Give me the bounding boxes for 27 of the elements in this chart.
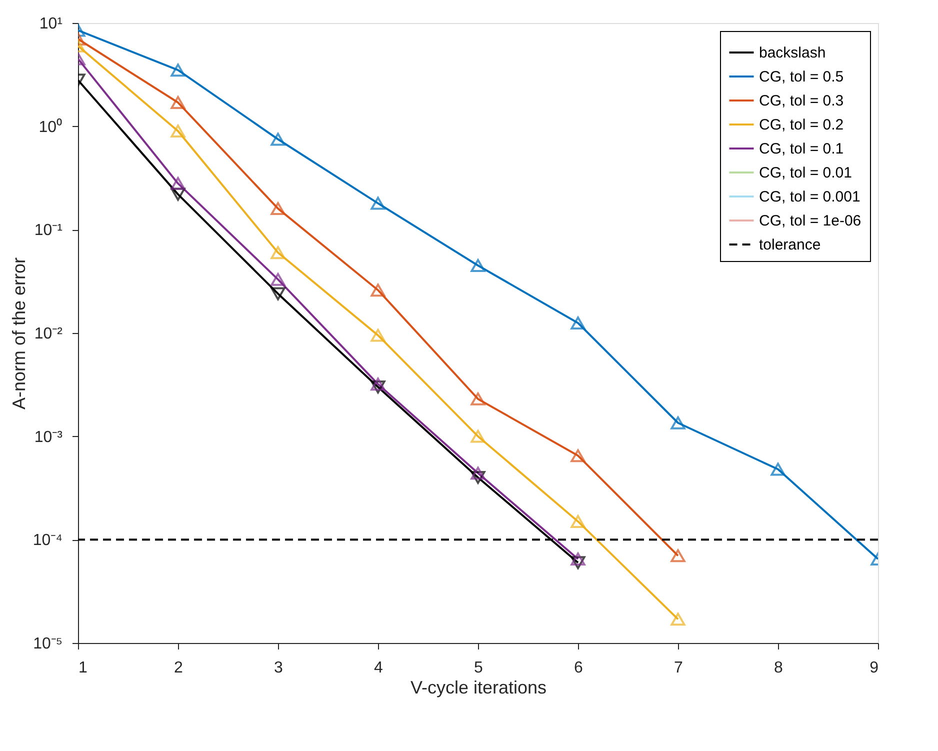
legend-label: CG, tol = 1e-06 xyxy=(759,212,862,230)
legend-label: tolerance xyxy=(759,236,821,254)
y-tick-label: 10⁻⁵ xyxy=(33,636,62,652)
y-tick-label: 10⁻² xyxy=(34,326,64,342)
y-tick-label: 10⁰ xyxy=(38,118,62,136)
y-tick-label: 10¹ xyxy=(39,16,62,32)
legend-label: CG, tol = 0.001 xyxy=(759,188,860,206)
x-tick-label: 3 xyxy=(274,660,284,676)
y-tick-label: 10⁻³ xyxy=(34,428,64,446)
y-tick-label: 10⁻⁴ xyxy=(32,532,63,550)
x-tick-label: 7 xyxy=(674,660,684,676)
x-axis-title: V-cycle iterations xyxy=(410,678,547,698)
legend-label: CG, tol = 0.1 xyxy=(759,140,844,158)
legend-label: backslash xyxy=(759,44,826,62)
x-tick-label: 9 xyxy=(870,660,879,676)
y-axis-title: A-norm of the error xyxy=(8,257,29,410)
x-tick-label: 4 xyxy=(374,660,384,676)
y-tick-label: 10⁻¹ xyxy=(34,222,62,240)
legend-label: CG, tol = 0.2 xyxy=(759,116,844,134)
x-tick-label: 1 xyxy=(78,660,88,676)
x-tick-label: 8 xyxy=(774,660,784,676)
legend-label: CG, tol = 0.01 xyxy=(759,164,852,182)
x-tick-label: 2 xyxy=(174,660,184,676)
x-tick-label: 6 xyxy=(574,660,584,676)
legend-label: CG, tol = 0.3 xyxy=(759,92,844,110)
x-tick-label: 5 xyxy=(474,660,484,676)
legend-label: CG, tol = 0.5 xyxy=(759,68,844,86)
